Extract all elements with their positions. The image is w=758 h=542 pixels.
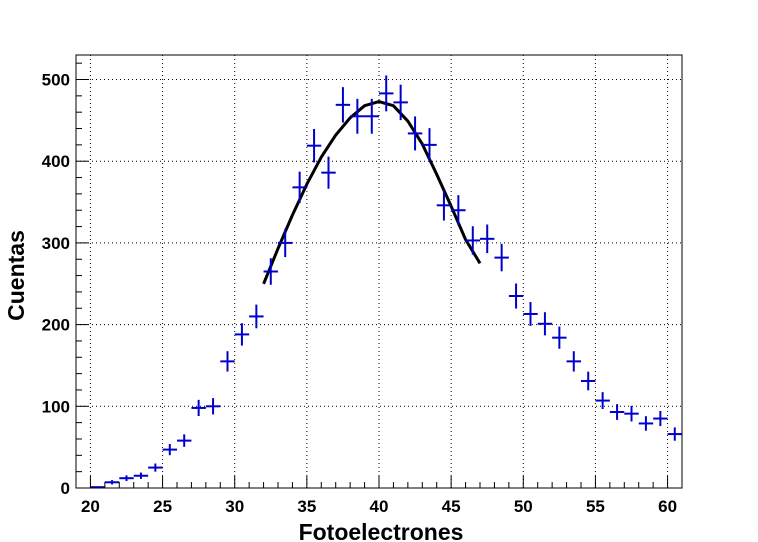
data-point bbox=[609, 404, 625, 420]
data-point bbox=[133, 472, 149, 479]
y-tick-label: 200 bbox=[42, 316, 70, 335]
data-point bbox=[595, 392, 610, 410]
data-point bbox=[234, 323, 250, 346]
y-tick-label: 0 bbox=[61, 479, 70, 498]
x-tick-label: 30 bbox=[225, 497, 244, 516]
x-tick-label: 20 bbox=[81, 497, 100, 516]
y-axis-title: Cuentas bbox=[3, 230, 29, 321]
y-tick-label: 400 bbox=[42, 152, 70, 171]
data-point bbox=[451, 195, 466, 226]
data-point bbox=[508, 283, 524, 309]
data-point bbox=[335, 87, 351, 123]
data-point bbox=[148, 463, 163, 472]
x-axis: 20 25 30 35 40 45 50 55 60 bbox=[75, 476, 683, 516]
x-tick-label: 25 bbox=[153, 497, 172, 516]
data-point bbox=[407, 116, 423, 151]
x-tick-label: 40 bbox=[370, 497, 389, 516]
data-point bbox=[422, 128, 437, 162]
data-point bbox=[581, 371, 596, 391]
data-point bbox=[306, 128, 322, 163]
data-point bbox=[220, 351, 235, 372]
y-tick-label: 300 bbox=[42, 234, 70, 253]
data-point bbox=[480, 224, 495, 254]
data-point bbox=[119, 475, 134, 482]
y-tick-label: 100 bbox=[42, 397, 70, 416]
grid bbox=[76, 55, 682, 488]
y-axis: 0 100 200 300 400 500 bbox=[42, 62, 88, 498]
data-point bbox=[162, 444, 177, 456]
data-point bbox=[379, 75, 394, 112]
data-point bbox=[191, 399, 206, 417]
data-point bbox=[537, 312, 553, 336]
data-point bbox=[552, 326, 567, 349]
data-point bbox=[104, 480, 120, 485]
data-point bbox=[653, 411, 668, 427]
data-point bbox=[667, 427, 682, 441]
data-point bbox=[638, 416, 654, 431]
data-points bbox=[90, 75, 682, 489]
y-tick-label: 500 bbox=[42, 71, 70, 90]
data-point bbox=[465, 226, 480, 255]
data-point bbox=[566, 351, 581, 372]
x-tick-label: 35 bbox=[297, 497, 316, 516]
x-tick-label: 60 bbox=[658, 497, 677, 516]
x-tick-label: 55 bbox=[586, 497, 605, 516]
x-tick-label: 45 bbox=[442, 497, 461, 516]
data-point bbox=[364, 98, 379, 134]
data-point bbox=[177, 434, 192, 447]
data-point bbox=[624, 405, 639, 422]
data-point bbox=[205, 398, 221, 415]
data-point bbox=[523, 302, 538, 326]
data-point bbox=[350, 98, 365, 134]
data-point bbox=[249, 304, 264, 329]
x-axis-title: Fotoelectrones bbox=[299, 519, 464, 542]
data-point bbox=[278, 228, 293, 258]
data-point bbox=[263, 258, 278, 285]
x-tick-label: 50 bbox=[514, 497, 533, 516]
data-point bbox=[494, 243, 509, 272]
data-point bbox=[321, 156, 336, 189]
data-point bbox=[436, 190, 452, 221]
data-point bbox=[393, 84, 408, 121]
data-point bbox=[292, 171, 307, 204]
